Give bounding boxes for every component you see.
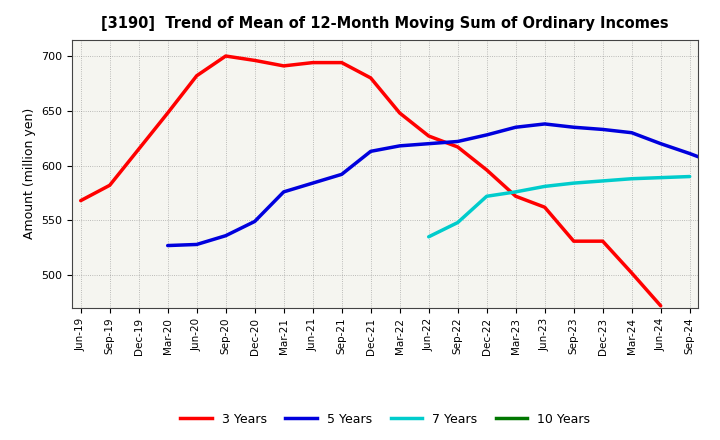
7 Years [685,174,694,179]
3 Years [338,60,346,65]
Line: 3 Years: 3 Years [81,56,661,306]
Legend: 3 Years, 5 Years, 7 Years, 10 Years: 3 Years, 5 Years, 7 Years, 10 Years [176,407,595,431]
5 Years [714,162,720,167]
Y-axis label: Amount (million yen): Amount (million yen) [22,108,35,239]
3 Years [366,75,375,81]
5 Years [454,139,462,144]
3 Years [570,238,578,244]
5 Years [657,141,665,147]
5 Years [685,151,694,156]
7 Years [511,189,520,194]
5 Years [570,125,578,130]
3 Years [627,270,636,275]
5 Years [541,121,549,127]
3 Years [221,53,230,59]
3 Years [511,194,520,199]
7 Years [541,184,549,189]
5 Years [424,141,433,147]
5 Years [308,180,317,186]
3 Years [279,63,288,69]
7 Years [627,176,636,181]
3 Years [454,144,462,150]
3 Years [135,147,143,152]
5 Years [482,132,491,138]
3 Years [541,205,549,210]
7 Years [657,175,665,180]
3 Years [657,303,665,308]
3 Years [598,238,607,244]
5 Years [251,219,259,224]
5 Years [511,125,520,130]
3 Years [424,133,433,139]
5 Years [338,172,346,177]
3 Years [76,198,85,203]
7 Years [424,234,433,239]
5 Years [395,143,404,149]
5 Years [163,243,172,248]
5 Years [221,233,230,238]
3 Years [395,110,404,116]
7 Years [454,220,462,225]
3 Years [192,73,201,78]
3 Years [482,167,491,172]
7 Years [570,180,578,186]
3 Years [163,110,172,116]
Line: 5 Years: 5 Years [168,124,720,246]
5 Years [627,130,636,136]
3 Years [105,183,114,188]
Title: [3190]  Trend of Mean of 12-Month Moving Sum of Ordinary Incomes: [3190] Trend of Mean of 12-Month Moving … [102,16,669,32]
5 Years [192,242,201,247]
3 Years [308,60,317,65]
5 Years [598,127,607,132]
7 Years [482,194,491,199]
5 Years [366,149,375,154]
Line: 7 Years: 7 Years [428,176,690,237]
5 Years [279,189,288,194]
3 Years [251,58,259,63]
7 Years [598,178,607,183]
